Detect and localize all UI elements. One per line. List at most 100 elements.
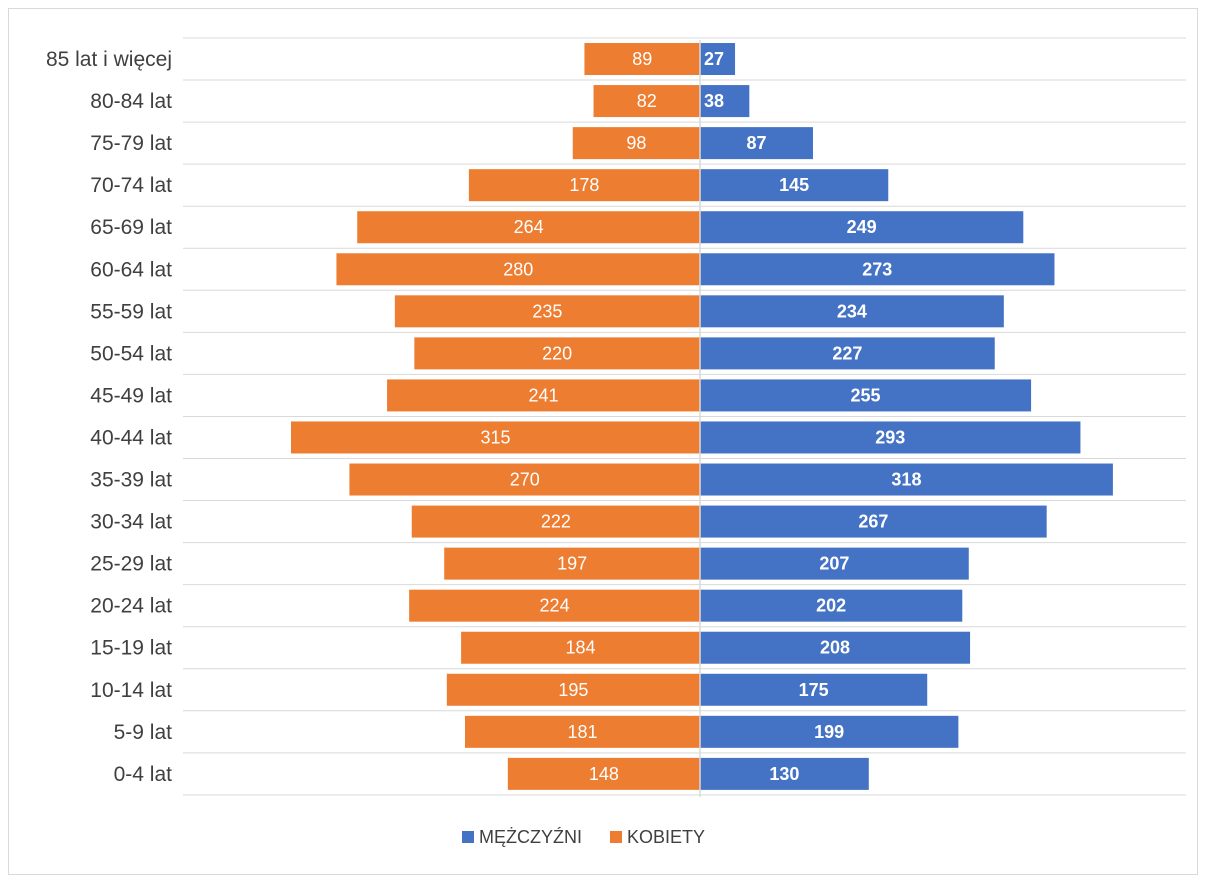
legend: MĘŻCZYŹNI KOBIETY xyxy=(462,827,705,847)
bar-mezczyzni xyxy=(700,631,971,664)
bar-mezczyzni xyxy=(700,421,1081,454)
data-label-mezczyzni: 273 xyxy=(862,259,892,279)
bar-mezczyzni xyxy=(700,715,959,748)
data-label-mezczyzni: 130 xyxy=(769,764,799,784)
data-label-kobiety: 82 xyxy=(637,91,657,111)
bar-kobiety xyxy=(394,295,700,328)
data-label-mezczyzni: 38 xyxy=(704,91,724,111)
legend-swatch-kobiety xyxy=(610,831,622,843)
bar-kobiety xyxy=(411,505,700,538)
bar-kobiety xyxy=(409,589,700,622)
data-label-mezczyzni: 145 xyxy=(779,175,809,195)
data-label-mezczyzni: 249 xyxy=(847,217,877,237)
category-label: 85 lat i więcej xyxy=(46,48,172,71)
bar-mezczyzni xyxy=(700,253,1055,286)
bar-mezczyzni xyxy=(700,337,995,370)
legend-label-kobiety: KOBIETY xyxy=(627,827,705,847)
category-label: 20-24 lat xyxy=(90,595,172,618)
bar-kobiety xyxy=(446,673,700,706)
data-label-kobiety: 222 xyxy=(541,512,571,532)
data-label-mezczyzni: 293 xyxy=(875,427,905,447)
bar-mezczyzni xyxy=(700,295,1004,328)
data-label-mezczyzni: 87 xyxy=(746,133,766,153)
bar-mezczyzni xyxy=(700,169,889,202)
bar-kobiety xyxy=(414,337,700,370)
data-label-kobiety: 264 xyxy=(514,217,544,237)
data-label-kobiety: 148 xyxy=(589,764,619,784)
bar-mezczyzni xyxy=(700,673,928,706)
data-label-mezczyzni: 267 xyxy=(858,512,888,532)
category-label: 45-49 lat xyxy=(90,384,172,407)
data-label-kobiety: 178 xyxy=(569,175,599,195)
data-label-mezczyzni: 234 xyxy=(837,301,867,321)
data-label-kobiety: 181 xyxy=(567,722,597,742)
data-label-mezczyzni: 318 xyxy=(891,470,921,490)
bar-kobiety xyxy=(291,421,700,454)
data-label-mezczyzni: 27 xyxy=(704,49,724,69)
data-label-kobiety: 89 xyxy=(632,49,652,69)
data-label-kobiety: 241 xyxy=(529,385,559,405)
bar-mezczyzni xyxy=(700,463,1113,496)
category-label: 0-4 lat xyxy=(114,763,173,786)
data-label-kobiety: 220 xyxy=(542,343,572,363)
data-label-mezczyzni: 175 xyxy=(799,680,829,700)
data-label-kobiety: 98 xyxy=(626,133,646,153)
legend-swatch-mezczyzni xyxy=(462,831,474,843)
grid-lines xyxy=(183,37,1186,796)
data-label-kobiety: 224 xyxy=(540,596,570,616)
bar-mezczyzni xyxy=(700,211,1024,244)
data-label-mezczyzni: 208 xyxy=(820,638,850,658)
bar-mezczyzni xyxy=(700,85,750,118)
legend-label-mezczyzni: MĘŻCZYŹNI xyxy=(479,827,582,847)
data-label-mezczyzni: 207 xyxy=(819,554,849,574)
bar-kobiety xyxy=(444,547,700,580)
category-label: 25-29 lat xyxy=(90,553,172,576)
data-label-kobiety: 197 xyxy=(557,554,587,574)
bar-mezczyzni xyxy=(700,547,969,580)
bar-kobiety xyxy=(461,631,700,664)
data-label-kobiety: 270 xyxy=(510,470,540,490)
data-label-kobiety: 195 xyxy=(558,680,588,700)
bar-kobiety xyxy=(336,253,700,286)
data-label-mezczyzni: 227 xyxy=(832,343,862,363)
bar-mezczyzni xyxy=(700,505,1047,538)
category-label: 30-34 lat xyxy=(90,511,172,534)
category-label: 15-19 lat xyxy=(90,637,172,660)
category-label: 50-54 lat xyxy=(90,342,172,365)
data-label-kobiety: 235 xyxy=(532,301,562,321)
category-label: 40-44 lat xyxy=(90,426,172,449)
category-label: 60-64 lat xyxy=(90,258,172,281)
bar-kobiety xyxy=(387,379,700,412)
category-label: 80-84 lat xyxy=(90,90,172,113)
bar-mezczyzni xyxy=(700,127,813,160)
data-label-mezczyzni: 199 xyxy=(814,722,844,742)
bar-kobiety xyxy=(464,715,700,748)
bar-mezczyzni xyxy=(700,757,869,790)
bar-kobiety xyxy=(572,127,700,160)
data-label-kobiety: 280 xyxy=(503,259,533,279)
bar-kobiety xyxy=(584,43,700,76)
category-label: 5-9 lat xyxy=(114,721,173,744)
data-label-mezczyzni: 202 xyxy=(816,596,846,616)
bar-kobiety xyxy=(468,169,700,202)
data-label-kobiety: 315 xyxy=(480,427,510,447)
bar-mezczyzni xyxy=(700,589,963,622)
bars xyxy=(291,43,1113,790)
category-label: 35-39 lat xyxy=(90,469,172,492)
category-label: 55-59 lat xyxy=(90,300,172,323)
category-label: 10-14 lat xyxy=(90,679,172,702)
bar-kobiety xyxy=(507,757,700,790)
bar-kobiety xyxy=(349,463,700,496)
category-label: 65-69 lat xyxy=(90,216,172,239)
data-label-kobiety: 184 xyxy=(566,638,596,658)
data-labels: 89 27 82 38 98 87 178 145 264 249 280 273 235 234 220 2… xyxy=(480,49,921,784)
category-labels: 85 lat i więcej 80-84 lat 75-79 lat 70-74 l… xyxy=(46,48,172,786)
bar-kobiety xyxy=(593,85,700,118)
bar-kobiety xyxy=(357,211,700,244)
data-label-mezczyzni: 255 xyxy=(851,385,881,405)
category-label: 70-74 lat xyxy=(90,174,172,197)
category-label: 75-79 lat xyxy=(90,132,172,155)
bar-mezczyzni xyxy=(700,43,736,76)
bar-mezczyzni xyxy=(700,379,1032,412)
